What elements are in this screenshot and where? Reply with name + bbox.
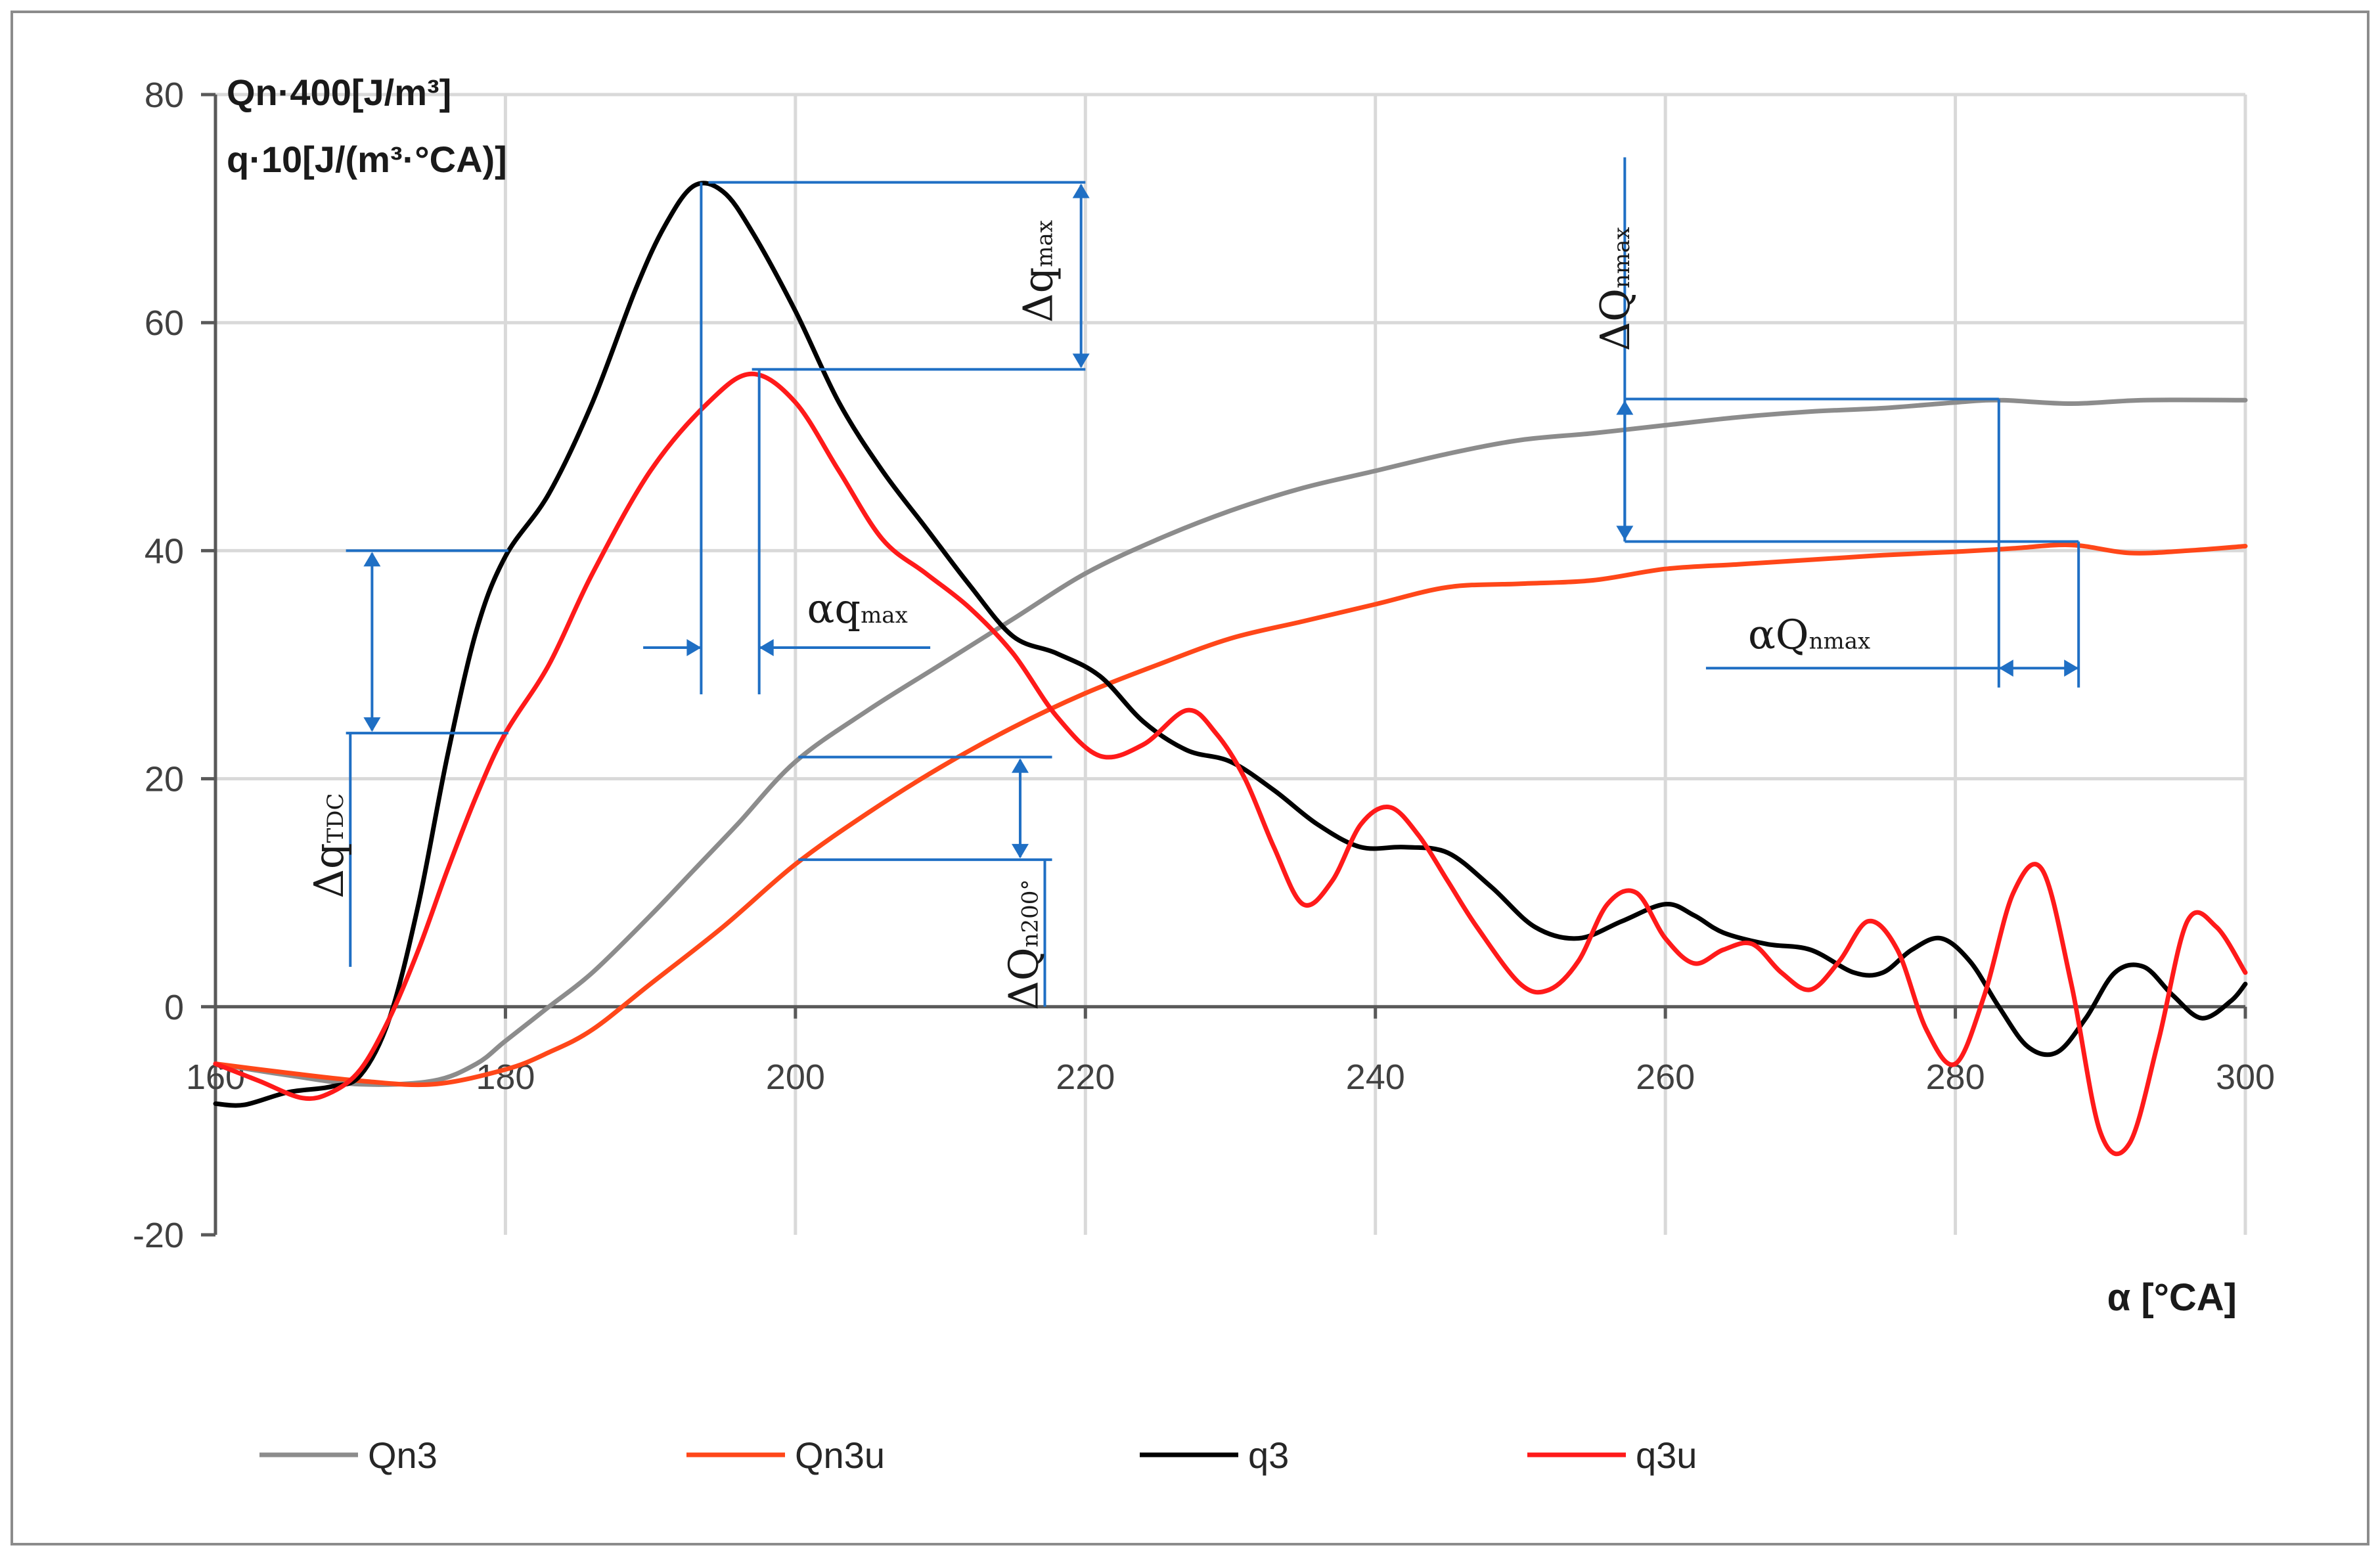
- legend: Qn3 Qn3u q3 q3u: [259, 1434, 1697, 1476]
- dqmax-label-text: Δqmax: [1014, 220, 1062, 322]
- dqmax-label-symbol: Δq: [1014, 267, 1062, 322]
- grid: [215, 93, 2247, 1235]
- dqtdc-arrowhead-down: [363, 717, 381, 732]
- legend-label-q3: q3: [1248, 1434, 1289, 1476]
- aqnmax-label: αQnmax: [1748, 611, 1870, 659]
- x-axis-label: α [°CA]: [2107, 1276, 2237, 1319]
- dqtdc-arrowhead-up: [363, 552, 381, 567]
- dqmax-arrowhead-down: [1072, 353, 1090, 368]
- dqn200-arrowhead-down: [1011, 843, 1029, 858]
- x-tick-label: 300: [2216, 1057, 2275, 1097]
- dqtdc-label-text: ΔqTDC: [305, 793, 353, 898]
- legend-item-q3: q3: [1140, 1434, 1289, 1476]
- y-tick-label: 20: [145, 760, 184, 799]
- legend-item-q3u: q3u: [1527, 1434, 1697, 1476]
- dqmax-label: Δqmax: [1014, 220, 1062, 322]
- aqmax-arrowhead-right: [686, 638, 702, 656]
- legend-label-q3u: q3u: [1636, 1434, 1697, 1476]
- legend-item-qn3: Qn3: [259, 1434, 438, 1476]
- x-tick-label: 220: [1056, 1057, 1115, 1097]
- aqnmax-label-symbol: αQ: [1748, 611, 1809, 659]
- dqn200-label: ΔQn200°: [999, 879, 1047, 1010]
- aqnmax-label-text: αQnmax: [1748, 611, 1870, 659]
- y-tick-label: 60: [145, 303, 184, 343]
- series-line-qn3u: [213, 543, 2248, 1088]
- dqnmax-label-symbol: ΔQ: [1591, 288, 1639, 351]
- x-tick-label: 260: [1636, 1057, 1695, 1097]
- y-tick-label: 40: [145, 531, 184, 571]
- dqnmax-arrowhead-up: [1616, 400, 1634, 415]
- dqmax-label-subscript: max: [1032, 220, 1058, 267]
- dqtdc-label-symbol: Δq: [305, 843, 353, 898]
- aqnmax-arrowhead-right: [2064, 659, 2079, 677]
- y-axis-label-line-1: Qn·400[J/m³]: [227, 72, 451, 113]
- series-line-q3: [213, 181, 2248, 1108]
- aqmax-label-text: αqmax: [807, 585, 908, 633]
- dqmax-arrowhead-up: [1072, 183, 1090, 198]
- dqn200-arrowhead-up: [1011, 758, 1029, 773]
- aqmax-label: αqmax: [807, 585, 908, 633]
- aqnmax-label-subscript: nmax: [1809, 629, 1871, 655]
- y-axis-label-line-2: q·10[J/(m³·°CA)]: [227, 139, 507, 180]
- legend-item-qn3u: Qn3u: [686, 1434, 885, 1476]
- dqtdc-label-subscript: TDC: [323, 793, 349, 843]
- aqmax-label-subscript: max: [861, 602, 908, 629]
- y-axis-label: Qn·400[J/m³] q·10[J/(m³·°CA)]: [227, 72, 507, 180]
- x-tick-label: 240: [1346, 1057, 1405, 1097]
- dqtdc-label: ΔqTDC: [305, 793, 353, 898]
- aqnmax-arrowhead-left: [1998, 659, 2013, 677]
- y-tick-label: 0: [164, 988, 184, 1027]
- dqnmax-label-text: ΔQnmax: [1591, 227, 1639, 351]
- series-layer: [213, 181, 2248, 1157]
- x-tick-label: 200: [766, 1057, 825, 1097]
- dqn200-label-text: ΔQn200°: [999, 879, 1047, 1010]
- series-line-q3u: [213, 371, 2248, 1157]
- dqn200-label-symbol: ΔQ: [999, 947, 1047, 1010]
- y-tick-label: 80: [145, 76, 184, 115]
- aqmax-label-symbol: αq: [807, 585, 861, 633]
- aqmax-arrowhead-left: [759, 638, 774, 656]
- series-line-qn3: [213, 397, 2248, 1087]
- legend-label-qn3: Qn3: [368, 1434, 438, 1476]
- y-tick-label: -20: [133, 1216, 184, 1255]
- dqnmax-label: ΔQnmax: [1591, 227, 1639, 351]
- legend-label-qn3u: Qn3u: [795, 1434, 885, 1476]
- dqnmax-label-subscript: nmax: [1609, 227, 1635, 288]
- dqnmax-arrowhead-down: [1616, 525, 1634, 541]
- dqn200-label-subscript: n200°: [1017, 879, 1043, 948]
